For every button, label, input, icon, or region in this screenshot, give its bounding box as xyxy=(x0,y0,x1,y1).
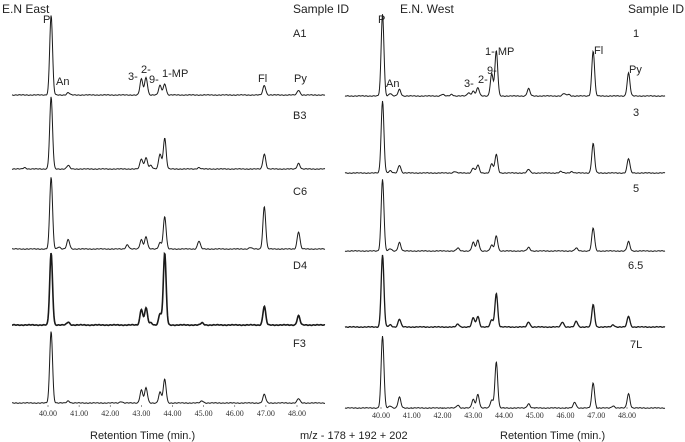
peak-label-p-left: P xyxy=(43,14,51,26)
peak-label-3-left: 3- xyxy=(128,71,138,83)
sample-label-a1: A1 xyxy=(293,28,307,40)
chromatogram-trace-6.5 xyxy=(344,254,666,329)
sample-label-c6: C6 xyxy=(293,186,308,198)
peak-label-py-left: Py xyxy=(294,73,307,85)
chromatogram-trace-B3 xyxy=(11,96,326,170)
x-tick-label: 46.00 xyxy=(225,409,244,418)
x-tick-label: 42.00 xyxy=(101,409,120,418)
peak-label-1mp-left: 1-MP xyxy=(162,68,189,80)
peak-label-py-right: Py xyxy=(629,64,642,76)
x-tick-label: 40.00 xyxy=(372,411,390,420)
left-sample-id-header: Sample ID xyxy=(293,2,350,16)
peak-label-2-right: 2- xyxy=(478,74,488,86)
peak-label-3-right: 3- xyxy=(464,78,474,90)
x-tick-label: 41.00 xyxy=(70,409,89,418)
chromatogram-trace-5 xyxy=(344,179,666,252)
chromatogram-trace-7L xyxy=(344,335,666,409)
peak-label-9-left: 9- xyxy=(149,74,159,86)
x-tick-label: 47.00 xyxy=(256,409,275,418)
peak-label-fl-right: Fl xyxy=(594,45,604,57)
x-tick-label: 41.00 xyxy=(402,411,421,420)
x-tick-label: 45.00 xyxy=(194,409,213,418)
chromatogram-trace-F3 xyxy=(12,331,325,404)
peak-label-9-right: 9- xyxy=(487,65,497,77)
sample-label-3: 3 xyxy=(633,107,640,119)
sample-label-1: 1 xyxy=(633,28,640,40)
sample-label-5: 5 xyxy=(633,183,640,195)
sample-label-d4: D4 xyxy=(293,260,308,272)
peak-label-an-right: An xyxy=(386,78,400,90)
x-tick-label: 43.00 xyxy=(464,411,483,420)
x-tick-label: 47.00 xyxy=(587,411,606,420)
x-tick-label: 44.00 xyxy=(495,411,513,420)
x-tick-label: 40.00 xyxy=(39,409,57,418)
x-tick-label: 46.00 xyxy=(556,411,575,420)
left-panel-title: E.N East xyxy=(2,2,50,16)
chromatogram-trace-1 xyxy=(344,14,666,97)
sample-label-b3: B3 xyxy=(293,110,307,122)
x-tick-label: 43.00 xyxy=(132,409,151,418)
sample-label-6-5: 6.5 xyxy=(628,260,644,272)
chromatogram-trace-A1 xyxy=(11,15,326,96)
sample-label-7l: 7L xyxy=(630,339,643,351)
right-sample-id-header: Sample ID xyxy=(628,2,685,16)
chromatogram-trace-D4 xyxy=(12,251,326,327)
x-axis-title-left: Retention Time (min.) xyxy=(90,430,196,442)
x-axis-title-right: Retention Time (min.) xyxy=(500,430,606,442)
x-tick-label: 45.00 xyxy=(525,411,544,420)
peak-label-2-left: 2- xyxy=(141,64,151,76)
x-tick-label: 42.00 xyxy=(433,411,452,420)
mz-caption: m/z - 178 + 192 + 202 xyxy=(300,430,408,442)
sample-label-f3: F3 xyxy=(293,338,306,350)
x-tick-label: 48.00 xyxy=(618,411,636,420)
x-tick-label: 48.00 xyxy=(288,409,306,418)
chromatogram-trace-C6 xyxy=(12,177,326,250)
right-panel-title: E.N. West xyxy=(400,2,454,16)
peak-label-an-left: An xyxy=(56,76,70,88)
peak-label-1mp-right: 1- MP xyxy=(485,46,515,58)
x-tick-label: 44.00 xyxy=(163,409,182,418)
peak-label-fl-left: Fl xyxy=(258,73,268,85)
chromatogram-trace-3 xyxy=(344,100,666,174)
